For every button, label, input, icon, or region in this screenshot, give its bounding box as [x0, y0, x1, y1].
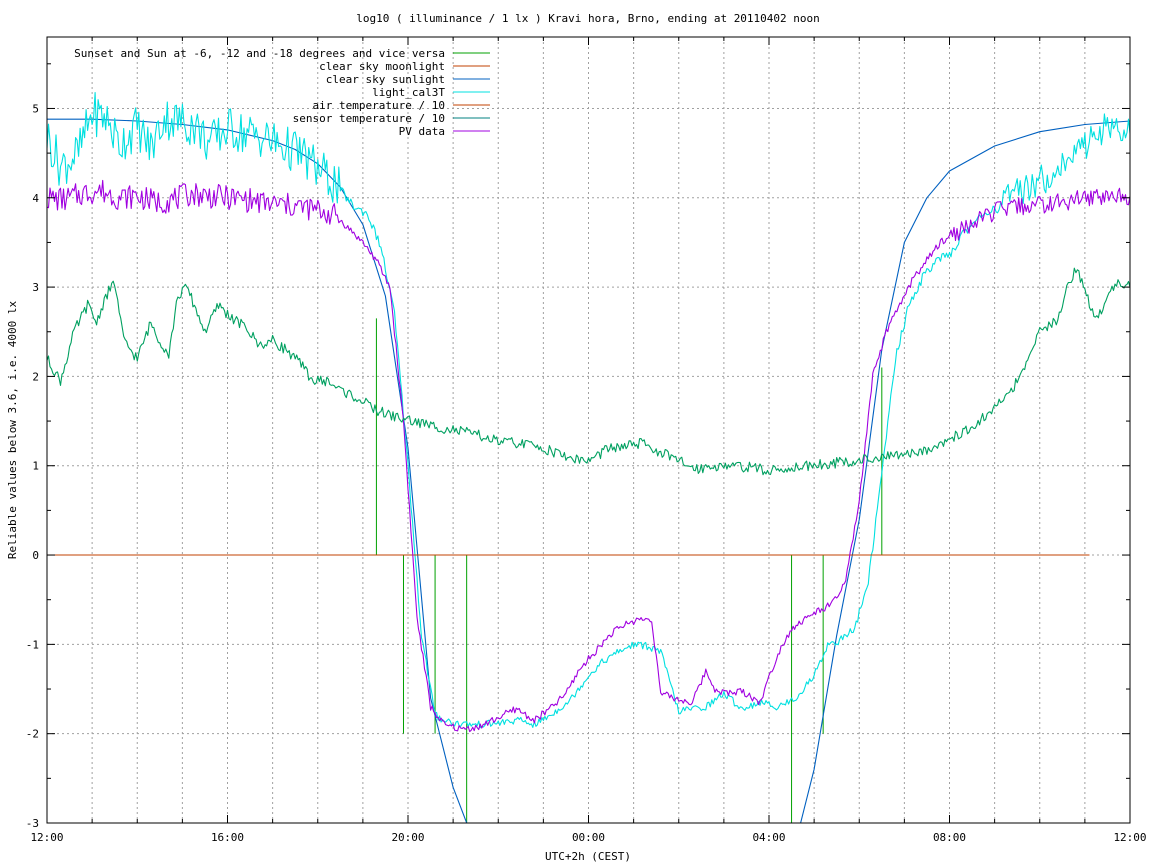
x-tick-label: 04:00: [752, 831, 785, 844]
legend-label: Sunset and Sun at -6, -12 and -18 degree…: [74, 47, 445, 60]
legend-label: air temperature / 10: [313, 99, 445, 112]
y-axis-label: Reliable values below 3.6, i.e. 4000 lx: [6, 300, 19, 559]
series-line-pv-data: [47, 179, 1130, 733]
series-line-light-cal3t: [47, 92, 1130, 729]
x-tick-label: 20:00: [391, 831, 424, 844]
series-line-humidity: [47, 267, 1130, 476]
series-group: [47, 92, 1130, 823]
legend-label: sensor temperature / 10: [293, 112, 445, 125]
x-tick-label: 12:00: [1113, 831, 1146, 844]
y-tick-label: 4: [32, 192, 39, 205]
x-tick-label: 12:00: [30, 831, 63, 844]
y-tick-label: 5: [32, 102, 39, 115]
grid: [47, 37, 1130, 823]
x-tick-label: 16:00: [211, 831, 244, 844]
y-tick-label: 0: [32, 549, 39, 562]
y-tick-label: -3: [26, 817, 39, 830]
axes: 12:00 16:00 20:00 00:00 04:00 08:00 12:00-3-2-…: [26, 37, 1147, 844]
legend-label: light_cal3T: [372, 86, 445, 99]
x-tick-label: 00:00: [572, 831, 605, 844]
legend-label: clear sky moonlight: [319, 60, 445, 73]
y-tick-label: 2: [32, 370, 39, 383]
x-tick-label: 08:00: [933, 831, 966, 844]
legend-label: PV data: [399, 125, 445, 138]
y-tick-label: -1: [26, 638, 39, 651]
plot-area: [47, 92, 1130, 823]
plot-frame: [46, 36, 1131, 824]
chart-title: log10 ( illuminance / 1 lx ) Kravi hora,…: [356, 12, 820, 25]
legend-label: clear sky sunlight: [326, 73, 445, 86]
y-tick-label: 3: [32, 281, 39, 294]
x-axis-label: UTC+2h (CEST): [545, 850, 631, 863]
y-tick-label: -2: [26, 728, 39, 741]
legend: Sunset and Sun at -6, -12 and -18 degree…: [74, 47, 490, 138]
series-line-clear-sky-sunlight: [47, 118, 1130, 823]
y-tick-label: 1: [32, 460, 39, 473]
